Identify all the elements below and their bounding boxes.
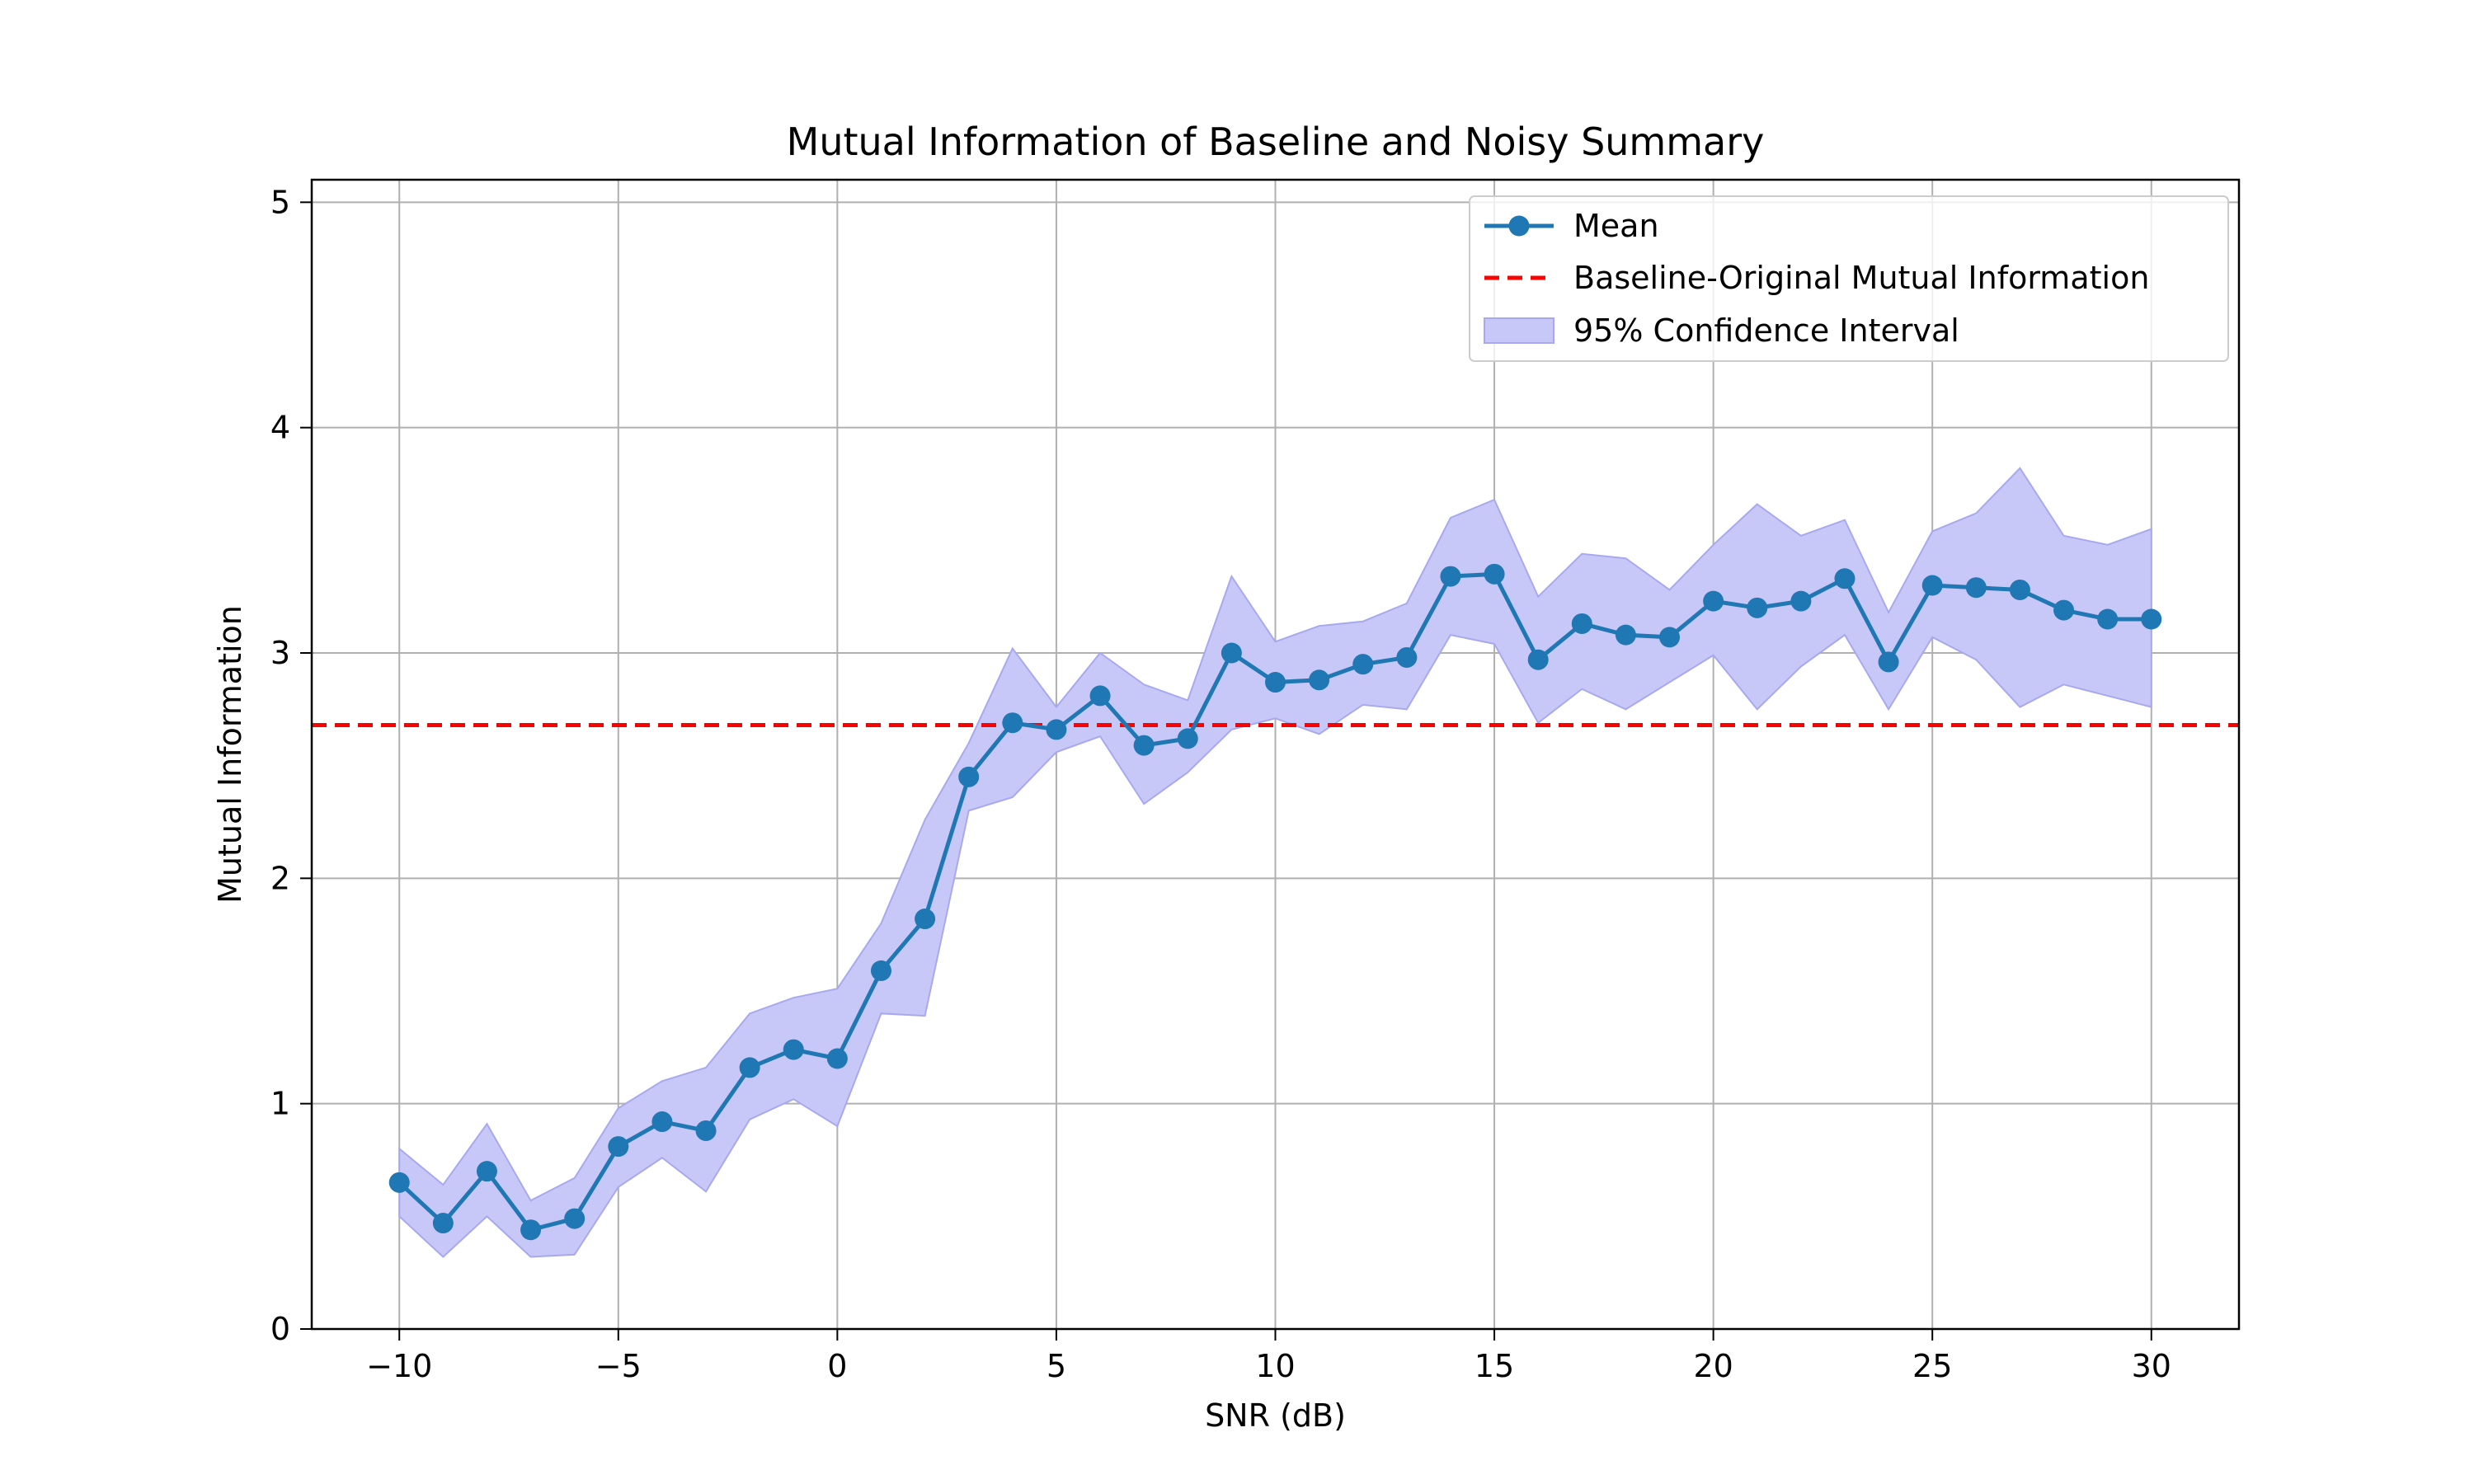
mean-marker (1265, 672, 1286, 693)
mean-marker (739, 1057, 760, 1078)
mean-marker (783, 1039, 804, 1060)
mean-marker (1484, 563, 1505, 585)
x-tick-label: 0 (827, 1348, 847, 1384)
x-tick-label: 10 (1255, 1348, 1295, 1384)
mean-marker (1965, 577, 1987, 599)
mean-marker (1440, 566, 1461, 587)
axis-ticks: −10 −5 0 5 10 15 20 25 30 0 1 2 3 4 5 (270, 184, 2171, 1384)
mean-marker (2009, 579, 2030, 600)
mean-marker (432, 1213, 454, 1234)
mean-marker (388, 1172, 410, 1193)
mean-marker (651, 1111, 673, 1133)
y-axis-title: Mutual Information (212, 605, 248, 904)
x-axis-title: SNR (dB) (1205, 1397, 1346, 1434)
mean-marker (1527, 649, 1549, 670)
x-tick-label: 15 (1475, 1348, 1514, 1384)
mean-marker (1703, 590, 1724, 612)
mean-marker (1571, 613, 1592, 634)
y-tick-label: 4 (270, 410, 290, 446)
mean-marker (1089, 685, 1111, 707)
mean-marker (1747, 597, 1768, 618)
mean-marker (2053, 599, 2075, 621)
mean-marker (1046, 719, 1067, 740)
y-tick-label: 3 (270, 635, 290, 671)
legend-mean-label: Mean (1573, 208, 1659, 244)
mean-marker (695, 1120, 717, 1141)
mean-marker (520, 1219, 542, 1241)
mean-marker (1177, 728, 1198, 749)
legend: Mean Baseline-Original Mutual Informatio… (1469, 195, 2229, 362)
x-tick-label: 5 (1047, 1348, 1066, 1384)
y-tick-label: 0 (270, 1311, 290, 1347)
mean-marker (1921, 575, 1943, 596)
mean-marker (1221, 642, 1242, 664)
mean-marker (826, 1048, 848, 1069)
mean-marker (608, 1136, 629, 1158)
mean-marker (1133, 735, 1155, 756)
mean-marker (1615, 624, 1636, 646)
x-tick-label: 20 (1693, 1348, 1733, 1384)
mean-marker (2141, 608, 2162, 630)
legend-box (1469, 195, 2229, 362)
mean-line-layer (388, 563, 2162, 1241)
x-tick-label: 25 (1912, 1348, 1952, 1384)
mean-marker (1352, 654, 1374, 675)
mean-marker (1790, 590, 1812, 612)
mean-marker (564, 1208, 586, 1229)
mean-marker (1878, 651, 1899, 673)
legend-ci-swatch (1484, 317, 1554, 344)
y-tick-label: 2 (270, 860, 290, 896)
y-tick-label: 5 (270, 184, 290, 220)
mean-marker (1834, 568, 1856, 589)
legend-mean-swatch-marker (1508, 215, 1530, 237)
mean-marker (915, 909, 936, 930)
x-tick-label: 30 (2132, 1348, 2171, 1384)
mean-marker (1309, 669, 1330, 691)
mean-marker (870, 960, 891, 981)
mean-marker (958, 766, 980, 787)
x-tick-label: −5 (595, 1348, 642, 1384)
legend-baseline-label: Baseline-Original Mutual Information (1573, 260, 2149, 296)
mean-marker (2097, 608, 2119, 630)
legend-ci-label: 95% Confidence Interval (1573, 312, 1959, 349)
mean-marker (476, 1161, 497, 1182)
chart-title: Mutual Information of Baseline and Noisy… (787, 120, 1765, 164)
mean-marker (1396, 646, 1418, 668)
mean-marker (1002, 712, 1023, 734)
y-tick-label: 1 (270, 1086, 290, 1122)
mean-marker (1659, 627, 1681, 648)
x-tick-label: −10 (366, 1348, 432, 1384)
